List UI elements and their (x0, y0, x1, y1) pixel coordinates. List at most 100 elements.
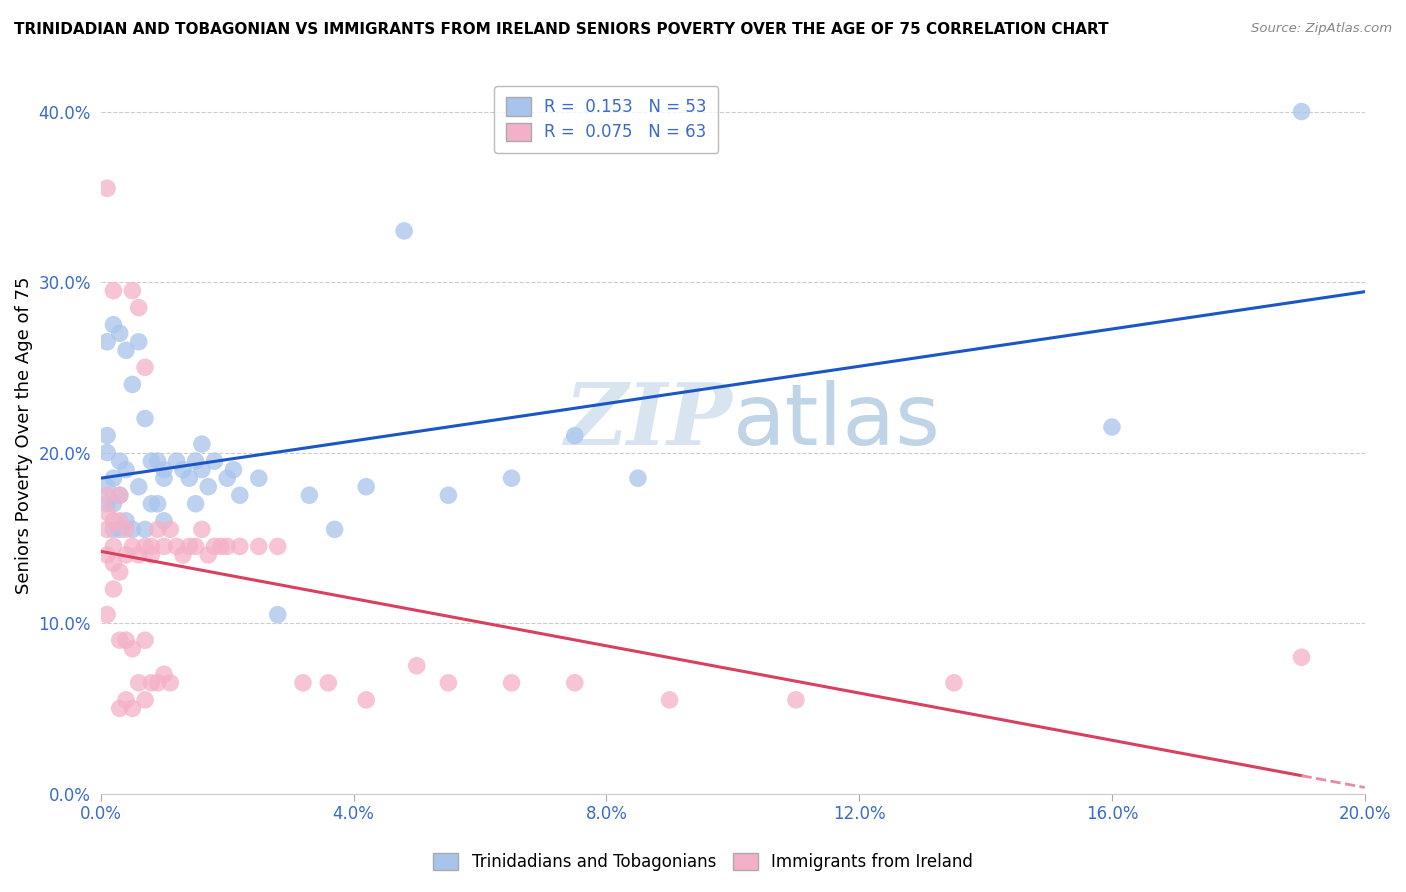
Text: TRINIDADIAN AND TOBAGONIAN VS IMMIGRANTS FROM IRELAND SENIORS POVERTY OVER THE A: TRINIDADIAN AND TOBAGONIAN VS IMMIGRANTS… (14, 22, 1109, 37)
Point (128, 548, 150, 562)
Point (141, 540, 163, 554)
Point (166, 454, 188, 468)
Point (172, 548, 194, 562)
Point (785, 693, 807, 707)
Point (108, 326, 131, 341)
Point (141, 454, 163, 468)
Point (115, 633, 138, 648)
Point (96, 428, 118, 442)
Point (121, 377, 143, 392)
Legend: R =  0.153   N = 53, R =  0.075   N = 63: R = 0.153 N = 53, R = 0.075 N = 63 (495, 86, 718, 153)
Point (179, 471, 201, 485)
Point (354, 480, 377, 494)
Point (141, 497, 163, 511)
Point (222, 463, 245, 477)
Point (191, 437, 214, 451)
Point (191, 522, 214, 536)
Point (146, 676, 169, 690)
Point (108, 514, 131, 528)
Point (197, 480, 219, 494)
Point (103, 284, 125, 298)
Point (354, 693, 377, 707)
Point (134, 540, 156, 554)
Point (121, 641, 143, 656)
Point (134, 411, 156, 425)
Point (323, 522, 346, 536)
Point (405, 658, 427, 673)
Point (121, 284, 143, 298)
Point (159, 676, 181, 690)
Point (115, 514, 138, 528)
Point (115, 693, 138, 707)
Point (96, 334, 118, 349)
Y-axis label: Seniors Poverty Over the Age of 75: Seniors Poverty Over the Age of 75 (15, 277, 32, 594)
Point (197, 548, 219, 562)
Point (1291, 650, 1313, 665)
Point (96, 480, 118, 494)
Point (229, 488, 252, 502)
Point (153, 540, 176, 554)
Point (108, 522, 131, 536)
Point (204, 454, 226, 468)
Point (153, 471, 176, 485)
Point (627, 471, 650, 485)
Point (179, 540, 201, 554)
Point (96, 522, 118, 536)
Point (229, 540, 252, 554)
Text: ZIP: ZIP (565, 379, 733, 463)
Point (501, 471, 523, 485)
Point (121, 701, 143, 715)
Point (564, 676, 586, 690)
Point (115, 548, 138, 562)
Point (121, 540, 143, 554)
Point (108, 633, 131, 648)
Point (96, 497, 118, 511)
Point (292, 676, 315, 690)
Point (96, 548, 118, 562)
Point (437, 676, 460, 690)
Point (564, 428, 586, 442)
Point (153, 667, 176, 681)
Point (96, 181, 118, 195)
Point (96, 488, 118, 502)
Point (1291, 104, 1313, 119)
Point (115, 522, 138, 536)
Point (153, 514, 176, 528)
Point (437, 488, 460, 502)
Point (184, 540, 207, 554)
Point (141, 548, 163, 562)
Point (146, 497, 169, 511)
Point (121, 522, 143, 536)
Point (128, 676, 150, 690)
Point (103, 471, 125, 485)
Point (96, 445, 118, 459)
Point (96, 607, 118, 622)
Point (103, 514, 125, 528)
Point (298, 488, 321, 502)
Point (108, 454, 131, 468)
Point (191, 463, 214, 477)
Point (217, 540, 239, 554)
Point (128, 334, 150, 349)
Point (172, 463, 194, 477)
Point (108, 488, 131, 502)
Point (153, 463, 176, 477)
Point (108, 701, 131, 715)
Point (128, 301, 150, 315)
Point (115, 463, 138, 477)
Point (217, 471, 239, 485)
Point (103, 557, 125, 571)
Point (501, 676, 523, 690)
Point (204, 540, 226, 554)
Point (267, 540, 290, 554)
Point (209, 540, 232, 554)
Point (128, 480, 150, 494)
Point (108, 565, 131, 579)
Point (942, 676, 965, 690)
Point (134, 522, 156, 536)
Point (103, 582, 125, 596)
Point (146, 522, 169, 536)
Point (159, 522, 181, 536)
Point (103, 540, 125, 554)
Point (184, 454, 207, 468)
